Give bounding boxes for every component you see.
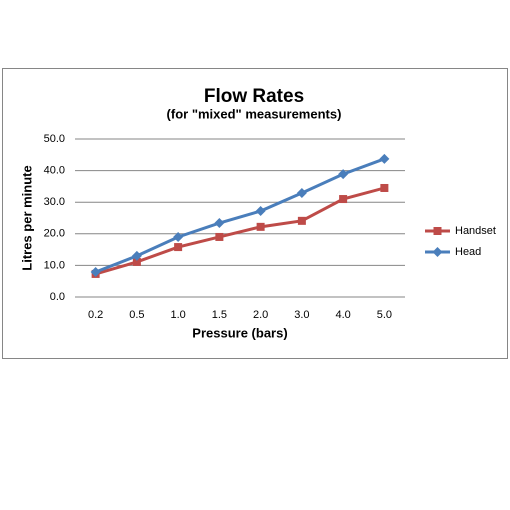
data-point: [90, 267, 101, 278]
y-tick-label: 50.0: [44, 133, 65, 145]
y-tick-label: 40.0: [44, 165, 65, 177]
data-point: [297, 216, 306, 225]
y-axis-title: Litres per minute: [19, 165, 34, 270]
data-point: [132, 257, 141, 266]
x-tick-label: 0.5: [129, 309, 144, 321]
data-point: [380, 183, 389, 192]
legend-marker: [433, 227, 442, 235]
data-point: [256, 222, 265, 231]
x-tick-label: 4.0: [335, 309, 350, 321]
data-point: [131, 250, 142, 261]
legend-marker: [432, 247, 443, 257]
x-axis-title: Pressure (bars): [192, 325, 287, 340]
data-point: [214, 218, 225, 229]
data-point: [338, 169, 349, 180]
data-point: [255, 206, 266, 217]
legend-label: Handset: [455, 225, 496, 237]
series-line: [95, 186, 385, 276]
y-tick-label: 10.0: [44, 259, 65, 271]
data-point: [215, 232, 224, 241]
y-tick-label: 0.0: [50, 291, 65, 303]
data-point: [173, 231, 184, 242]
y-tick-label: 20.0: [44, 228, 65, 240]
x-tick-label: 0.2: [88, 309, 103, 321]
series-line: [95, 157, 385, 274]
data-point: [296, 188, 307, 199]
x-tick-label: 5.0: [377, 309, 392, 321]
x-tick-label: 1.5: [212, 309, 227, 321]
y-tick-label: 30.0: [44, 196, 65, 208]
chart-subtitle: (for "mixed" measurements): [167, 106, 342, 121]
data-point: [379, 153, 390, 164]
data-point: [174, 243, 183, 252]
chart-title: Flow Rates: [204, 86, 304, 107]
x-tick-label: 3.0: [294, 309, 309, 321]
x-tick-label: 1.0: [170, 309, 185, 321]
legend-label: Head: [455, 246, 481, 258]
x-tick-label: 2.0: [253, 309, 268, 321]
data-point: [339, 195, 348, 204]
